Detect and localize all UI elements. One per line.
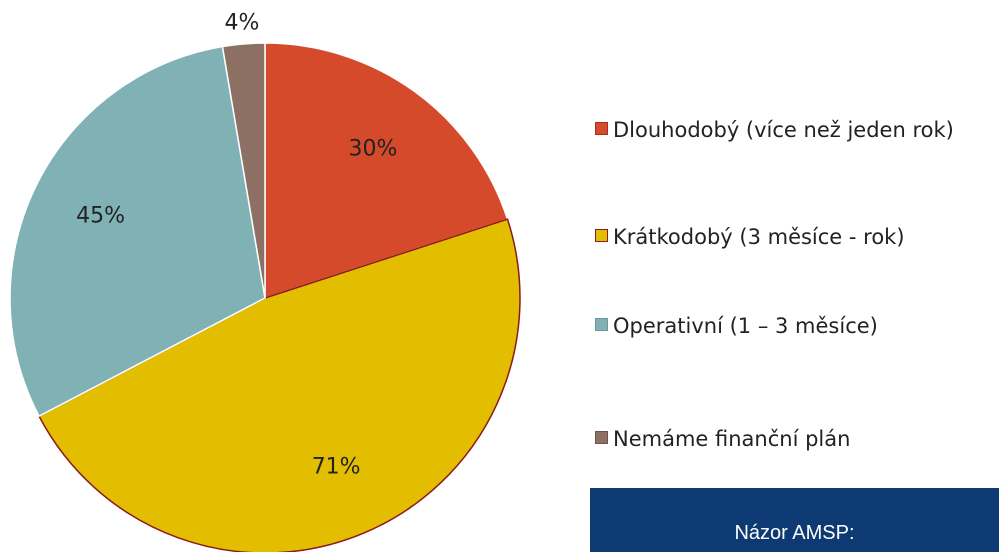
pie-slice xyxy=(9,45,266,418)
legend-item: Dlouhodobý (více než jeden rok) xyxy=(595,112,995,149)
legend-label: Dlouhodobý (více než jeden rok) xyxy=(613,118,954,142)
legend-item: Operativní (1 – 3 měsíce) xyxy=(595,308,995,345)
legend-item: Krátkodobý (3 měsíce - rok) xyxy=(595,219,995,256)
pie-slice xyxy=(264,42,509,300)
data-label: 30% xyxy=(348,136,397,161)
note-box: Názor AMSP: xyxy=(590,488,999,552)
data-label: 4% xyxy=(225,11,260,36)
pie-slice xyxy=(38,218,521,552)
data-label: 71% xyxy=(312,454,361,479)
pie-chart: 30% 71% 45% 4% xyxy=(9,11,521,552)
data-label: 45% xyxy=(76,203,125,228)
legend-item: Nemáme finanční plán xyxy=(595,421,995,458)
legend-label: Operativní (1 – 3 měsíce) xyxy=(613,314,878,338)
legend-label: Nemáme finanční plán xyxy=(613,427,851,451)
pie-slice xyxy=(221,42,266,299)
note-text: Názor AMSP: xyxy=(734,522,855,544)
legend-swatch xyxy=(595,318,608,331)
legend-swatch xyxy=(595,122,608,135)
legend-label: Krátkodobý (3 měsíce - rok) xyxy=(613,225,905,249)
legend-swatch xyxy=(595,229,608,242)
legend-swatch xyxy=(595,431,608,444)
